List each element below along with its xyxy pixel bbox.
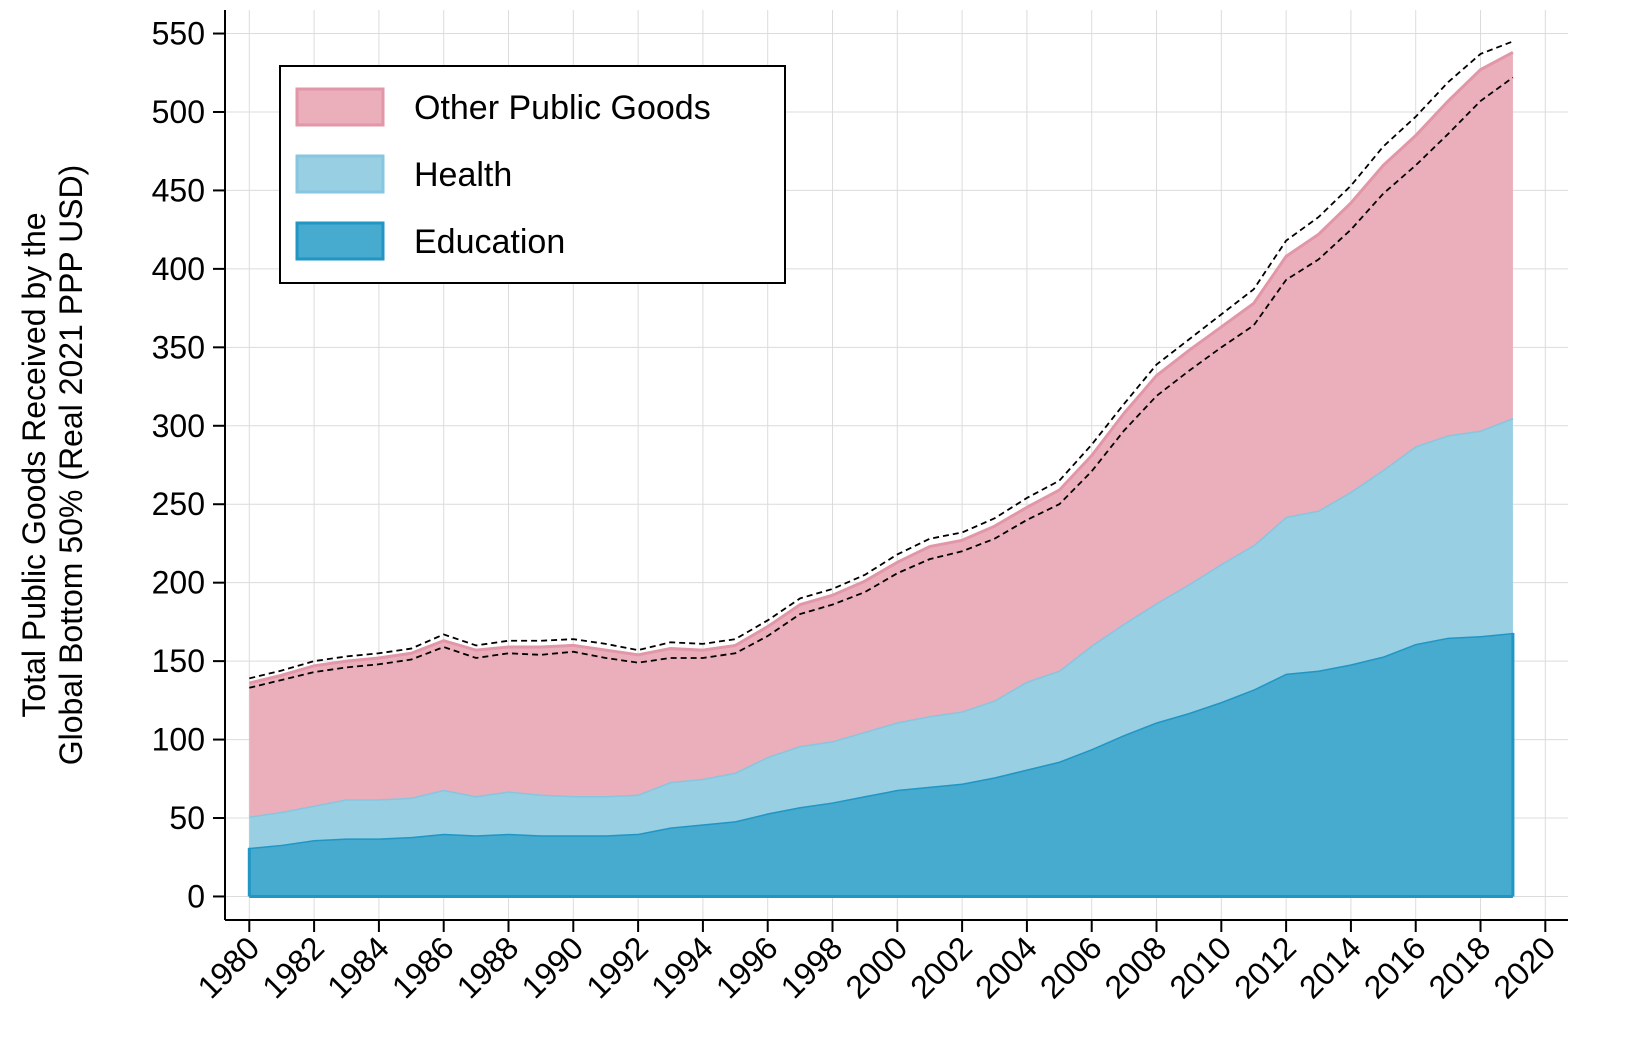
y-tick-label: 100 <box>152 722 205 758</box>
x-tick-label: 1994 <box>644 929 720 1005</box>
area-edge <box>248 51 1514 685</box>
x-tick-label: 1992 <box>579 929 655 1005</box>
x-tick-label: 2004 <box>968 929 1044 1005</box>
y-tick-label: 200 <box>152 565 205 601</box>
y-tick-label: 150 <box>152 643 205 679</box>
x-tick-label: 2006 <box>1033 929 1109 1005</box>
x-tick-label: 2002 <box>903 929 979 1005</box>
x-tick-label: 2014 <box>1292 929 1368 1005</box>
x-tick-label: 1980 <box>190 929 266 1005</box>
y-tick-label: 50 <box>169 800 205 836</box>
x-tick-label: 1984 <box>320 929 396 1005</box>
x-tick-label: 1996 <box>709 929 785 1005</box>
y-axis-label-line: Global Bottom 50% (Real 2021 PPP USD) <box>53 165 89 766</box>
y-tick-label: 550 <box>152 16 205 52</box>
x-tick-label: 2010 <box>1162 929 1238 1005</box>
x-tick-label: 1986 <box>385 929 461 1005</box>
x-tick-label: 2008 <box>1098 929 1174 1005</box>
area <box>249 632 1513 897</box>
interval-line <box>249 40 1514 680</box>
x-tick-label: 1982 <box>255 929 331 1005</box>
legend-swatch <box>295 87 385 127</box>
x-tick-label: 1998 <box>774 929 850 1005</box>
y-tick-label: 400 <box>152 251 205 287</box>
legend-swatch <box>295 154 385 194</box>
area <box>249 417 1513 848</box>
x-tick-label: 1990 <box>514 929 590 1005</box>
x-tick-label: 2000 <box>838 929 914 1005</box>
legend-label: Health <box>414 156 512 194</box>
y-axis-label: Total Public Goods Received by the Globa… <box>16 165 89 766</box>
x-tick-label: 2016 <box>1357 929 1433 1005</box>
legend-label: Education <box>414 223 565 261</box>
legend-swatch <box>295 221 385 261</box>
x-tick-label: 2012 <box>1227 929 1303 1005</box>
x-tick-label: 1988 <box>450 929 526 1005</box>
y-tick-label: 500 <box>152 94 205 130</box>
interval-line <box>249 76 1514 689</box>
x-tick-label: 2018 <box>1422 929 1498 1005</box>
y-tick-label: 250 <box>152 486 205 522</box>
y-tick-label: 450 <box>152 172 205 208</box>
x-tick-label: 2020 <box>1486 929 1562 1005</box>
y-tick-label: 350 <box>152 329 205 365</box>
y-axis-label-line: Total Public Goods Received by the <box>16 212 52 717</box>
y-tick-label: 0 <box>187 878 205 914</box>
area <box>249 52 1513 817</box>
legend-label: Other Public Goods <box>414 89 711 127</box>
y-tick-label: 300 <box>152 408 205 444</box>
legend: Other Public Goods Health Education <box>279 65 786 284</box>
